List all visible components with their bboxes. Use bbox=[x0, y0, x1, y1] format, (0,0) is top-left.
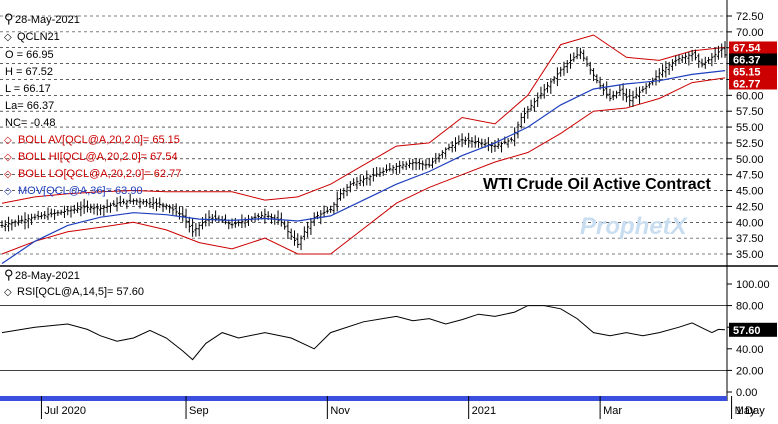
x-tick-label: Jul 2020 bbox=[44, 405, 86, 417]
legend-mov: MOV[QCL@A,36]= 63.90 bbox=[18, 185, 143, 197]
bollinger-bands bbox=[1, 34, 726, 255]
search-icon[interactable]: ⚲ bbox=[4, 267, 14, 282]
y-tick-label: 42.50 bbox=[736, 201, 764, 213]
y-tick-label: 37.50 bbox=[736, 233, 764, 245]
moving-average-line bbox=[1, 70, 726, 264]
diamond-icon: ◇ bbox=[4, 169, 12, 180]
rsi-label: RSI[QCL@A,14,5]= 57.60 bbox=[17, 286, 144, 298]
price-tag-bg bbox=[729, 53, 777, 66]
price-bars bbox=[0, 41, 727, 251]
legend-date: 28-May-2021 bbox=[15, 14, 80, 26]
y-tick-label: 0.00 bbox=[736, 387, 757, 399]
y-tick-label: 80.00 bbox=[736, 301, 764, 313]
legend-boll-hi: BOLL HI[QCL@A,20,2.0]= 67.54 bbox=[18, 151, 178, 163]
y-tick-label: 50.00 bbox=[736, 154, 764, 166]
rsi-date: 28-May-2021 bbox=[15, 270, 80, 282]
rsi-legend: ⚲ 28-May-2021 ◇ RSI[QCL@A,14,5]= 57.60 bbox=[4, 267, 144, 298]
price-tag-bg bbox=[729, 77, 777, 90]
legend-change: NC= -0.48 bbox=[5, 117, 55, 129]
y-tick-label: 47.50 bbox=[736, 170, 764, 182]
y-tick-label: 70.00 bbox=[736, 27, 764, 39]
legend-low: L = 66.17 bbox=[5, 83, 51, 95]
y-tick-label: 45.00 bbox=[736, 186, 764, 198]
price-legend: ⚲ 28-May-2021 ◇ QCLN21 O = 66.95 H = 67.… bbox=[4, 11, 181, 197]
y-tick-label: 60.00 bbox=[736, 90, 764, 102]
bollinger-upper-line bbox=[1, 34, 726, 204]
legend-boll-av: BOLL AV[QCL@A,20,2.0]= 65.15 bbox=[18, 134, 180, 146]
diamond-icon: ◇ bbox=[4, 135, 12, 146]
x-tick-label: 2021 bbox=[472, 405, 496, 417]
moving-average bbox=[1, 70, 726, 264]
chart-title: WTI Crude Oil Active Contract bbox=[483, 176, 712, 193]
price-tag-label: 67.54 bbox=[733, 42, 761, 54]
y-tick-label: 55.00 bbox=[736, 122, 764, 134]
legend-boll-lo: BOLL LO[QCL@A,20,2.0]= 62.77 bbox=[18, 168, 181, 180]
legend-high: H = 67.52 bbox=[5, 66, 53, 78]
price-tag-label: 65.15 bbox=[733, 66, 761, 78]
legend-last: La= 66.37 bbox=[5, 100, 54, 112]
diamond-icon: ◇ bbox=[4, 186, 12, 197]
x-tick-label: Sep bbox=[189, 405, 209, 417]
y-tick-label: 40.00 bbox=[736, 344, 764, 356]
rsi-tag-bg bbox=[729, 322, 777, 337]
y-tick-label: 35.00 bbox=[736, 249, 764, 261]
y-tick-label: 40.00 bbox=[736, 217, 764, 229]
y-tick-label: 57.50 bbox=[736, 106, 764, 118]
price-tag-bg bbox=[729, 65, 777, 78]
legend-open: O = 66.95 bbox=[5, 49, 54, 61]
rsi-tag-label: 57.60 bbox=[733, 325, 761, 337]
diamond-icon: ◇ bbox=[4, 287, 12, 298]
price-tag-bg bbox=[729, 41, 777, 54]
search-icon[interactable]: ⚲ bbox=[4, 11, 14, 26]
price-tag-label: 62.77 bbox=[733, 78, 761, 90]
x-tick-label: Nov bbox=[330, 405, 350, 417]
diamond-icon: ◇ bbox=[4, 32, 12, 43]
y-tick-label: 20.00 bbox=[736, 365, 764, 377]
x-tick-label: Mar bbox=[603, 405, 622, 417]
price-tag-label: 66.37 bbox=[733, 54, 761, 66]
rsi-line bbox=[1, 305, 726, 361]
rsi-grid bbox=[0, 305, 727, 371]
price-grid bbox=[0, 15, 727, 255]
bollinger-lower-line bbox=[1, 77, 726, 255]
time-strip bbox=[0, 396, 727, 401]
legend-symbol: QCLN21 bbox=[17, 31, 60, 43]
y-tick-label: 100.00 bbox=[736, 279, 770, 291]
watermark: ProphetX bbox=[580, 213, 689, 240]
y-tick-label: 52.50 bbox=[736, 138, 764, 150]
x-tick-label: May bbox=[735, 405, 756, 417]
rsi-polyline bbox=[1, 305, 726, 361]
y-tick-label: 72.50 bbox=[736, 11, 764, 23]
x-axis-labels: Jul 2020 Sep Nov 2021 Mar May bbox=[40, 396, 756, 419]
period-label[interactable]: 1 Day bbox=[736, 405, 765, 417]
diamond-icon: ◇ bbox=[4, 152, 12, 163]
